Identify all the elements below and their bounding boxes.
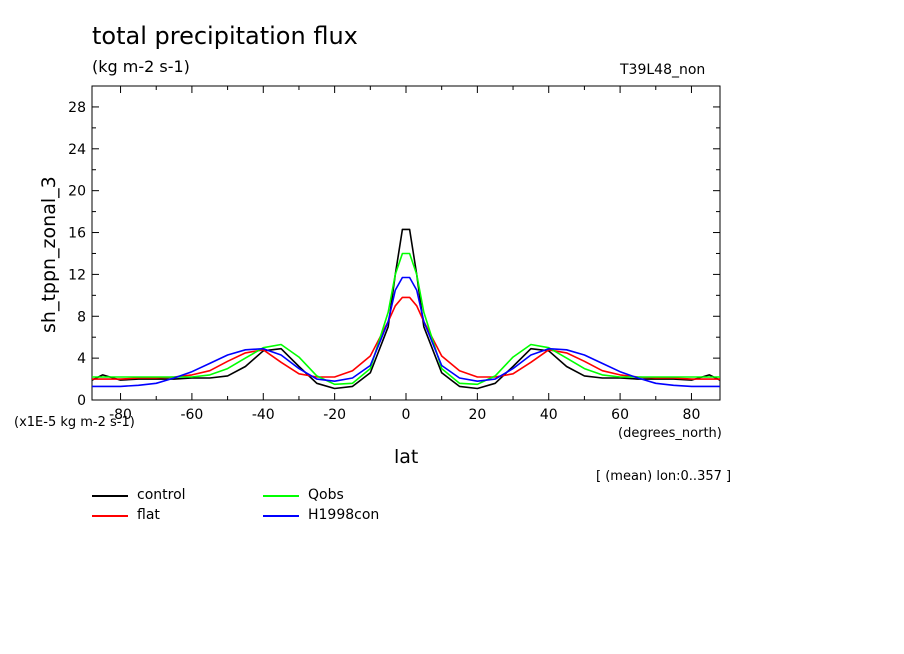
legend-label-qobs: Qobs: [308, 487, 344, 503]
y-tick-label: 20: [68, 184, 86, 200]
scale-note: (x1E-5 kg m-2 s-1): [14, 415, 135, 430]
x-tick-label: -20: [323, 407, 346, 423]
x-tick-label: 80: [683, 407, 701, 423]
x-tick-label: 60: [611, 407, 629, 423]
legend-swatch-flat: [92, 515, 128, 517]
chart-title: total precipitation flux: [92, 22, 358, 50]
series-line-h1998con: [92, 276, 720, 388]
x-tick-label: 40: [540, 407, 558, 423]
x-tick-label: -80: [109, 407, 132, 423]
dataset-label: T39L48_non: [620, 62, 706, 78]
series-line-control: [91, 228, 721, 390]
y-tick-label: 0: [77, 393, 86, 409]
y-tick-label: 8: [77, 309, 86, 325]
legend-swatch-h1998con: [263, 515, 299, 517]
x-axis-label: lat: [394, 446, 419, 468]
y-tick-label: 28: [68, 100, 86, 116]
region-note: [ (mean) lon:0..357 ]: [596, 469, 732, 484]
y-tick-label: 12: [68, 267, 86, 283]
chart-units: (kg m-2 s-1): [92, 57, 190, 76]
x-tick-label: 0: [402, 407, 411, 423]
legend-label-flat: flat: [137, 507, 160, 523]
x-tick-label: -40: [252, 407, 275, 423]
x-tick-label: -60: [180, 407, 203, 423]
series-line-flat: [92, 296, 720, 380]
legend-label-control: control: [137, 487, 186, 503]
x-tick-label: 20: [468, 407, 486, 423]
plot-frame: [91, 85, 721, 401]
legend-swatch-control: [92, 495, 128, 497]
legend-swatch-qobs: [263, 495, 299, 497]
y-tick-label: 16: [68, 226, 86, 242]
series-line-qobs: [92, 252, 720, 386]
x-axis-units: (degrees_north): [618, 426, 722, 441]
y-tick-label: 4: [77, 351, 86, 367]
y-tick-label: 24: [68, 142, 86, 158]
legend-label-h1998con: H1998con: [308, 507, 380, 523]
